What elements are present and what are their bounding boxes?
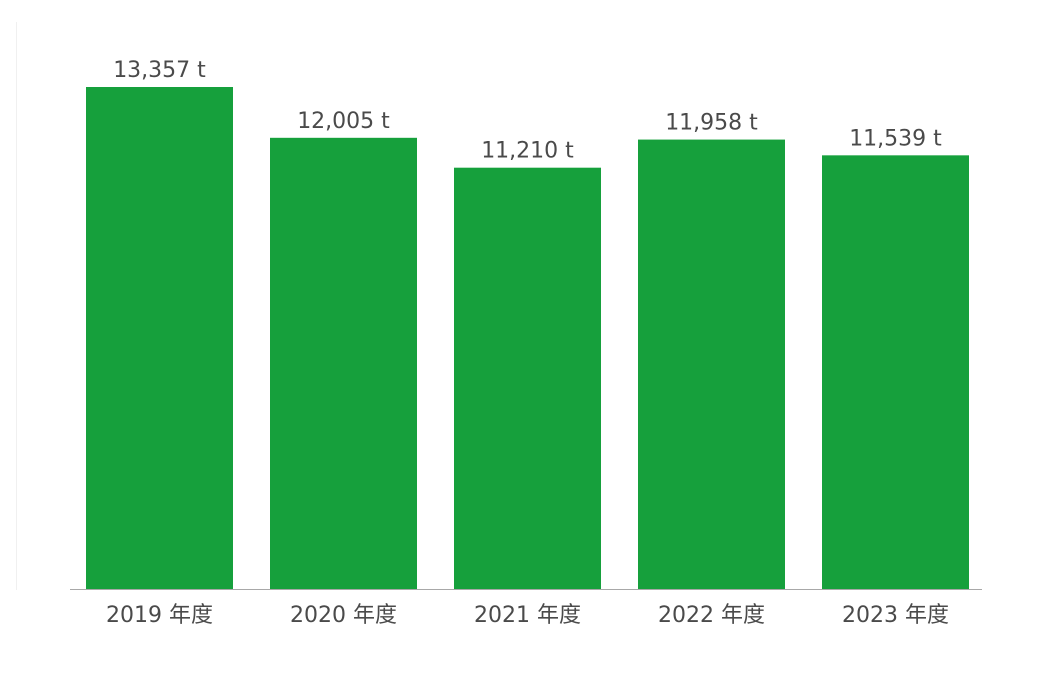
data-label-1: 12,005 t [297, 109, 390, 134]
x-tick-label-3: 2022 年度 [658, 603, 765, 628]
x-tick-label-2: 2021 年度 [474, 603, 581, 628]
data-label-2: 11,210 t [481, 139, 574, 164]
bar-1 [270, 137, 417, 589]
data-label-3: 11,958 t [665, 111, 758, 136]
data-labels-layer: 13,357 t 12,005 t 11,210 t 11,958 t 11,539 t [113, 58, 942, 164]
bar-4 [822, 155, 969, 589]
x-tick-label-4: 2023 年度 [842, 603, 949, 628]
bar-0 [86, 87, 233, 589]
x-tick-label-1: 2020 年度 [290, 603, 397, 628]
bars-layer [86, 87, 969, 589]
plot-area-left-border [16, 22, 17, 590]
data-label-4: 11,539 t [849, 126, 942, 151]
bar-3 [638, 139, 785, 589]
data-label-0: 13,357 t [113, 58, 206, 83]
x-tick-label-0: 2019 年度 [106, 603, 213, 628]
tick-labels-layer: 2019 年度 2020 年度 2021 年度 2022 年度 2023 年度 [106, 603, 949, 628]
bar-2 [454, 167, 601, 589]
